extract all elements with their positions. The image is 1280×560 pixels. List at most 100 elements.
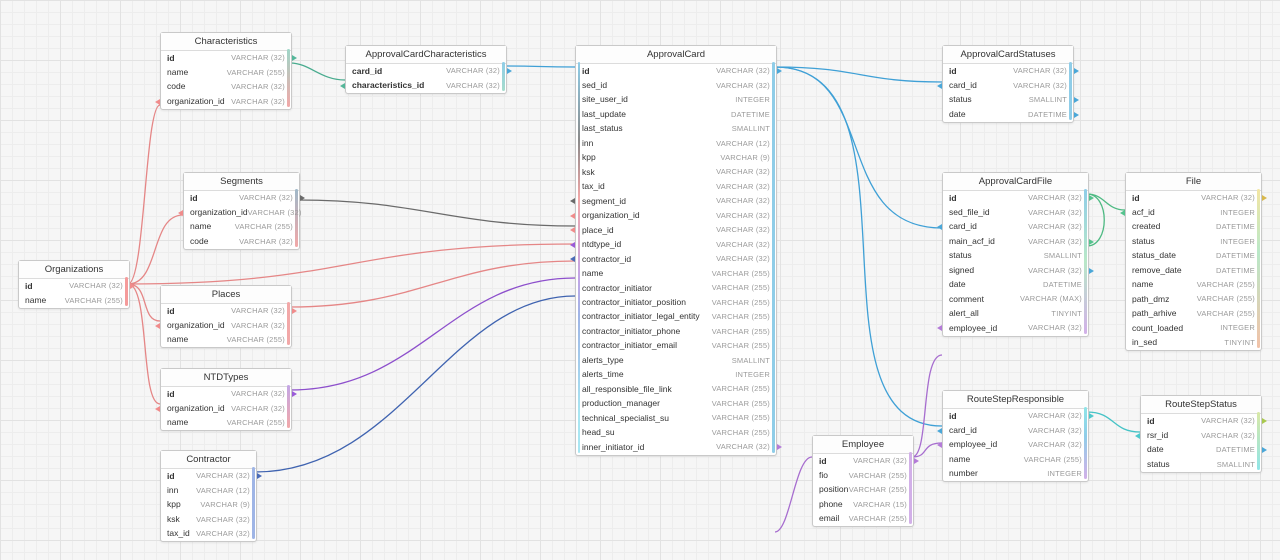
- entity-approvalCard[interactable]: ApprovalCardidVARCHAR (32)sed_idVARCHAR …: [575, 45, 777, 456]
- column-row[interactable]: last_statusSMALLINT: [576, 122, 776, 136]
- column-row[interactable]: path_arhiveVARCHAR (255): [1126, 307, 1261, 321]
- column-row[interactable]: status_dateDATETIME: [1126, 249, 1261, 263]
- entity-rss[interactable]: RouteStepStatusidVARCHAR (32)rsr_idVARCH…: [1140, 395, 1262, 473]
- entity-organizations[interactable]: OrganizationsidVARCHAR (32)nameVARCHAR (…: [18, 260, 130, 309]
- column-row[interactable]: idVARCHAR (32): [1141, 414, 1261, 428]
- column-row[interactable]: idVARCHAR (32): [161, 387, 291, 401]
- column-row[interactable]: sed_idVARCHAR (32): [576, 78, 776, 92]
- column-row[interactable]: idVARCHAR (32): [161, 51, 291, 65]
- column-row[interactable]: contractor_initiatorVARCHAR (255): [576, 281, 776, 295]
- column-row[interactable]: nameVARCHAR (255): [576, 267, 776, 281]
- column-row[interactable]: statusINTEGER: [1126, 234, 1261, 248]
- column-row[interactable]: acf_idINTEGER: [1126, 205, 1261, 219]
- column-row[interactable]: rsr_idVARCHAR (32): [1141, 428, 1261, 442]
- column-row[interactable]: ntdtype_idVARCHAR (32): [576, 238, 776, 252]
- column-row[interactable]: in_sedTINYINT: [1126, 336, 1261, 350]
- entity-file[interactable]: FileidVARCHAR (32)acf_idINTEGERcreatedDA…: [1125, 172, 1262, 351]
- column-row[interactable]: card_idVARCHAR (32): [943, 423, 1088, 437]
- column-row[interactable]: contractor_initiator_positionVARCHAR (25…: [576, 296, 776, 310]
- column-row[interactable]: idVARCHAR (32): [1126, 191, 1261, 205]
- column-row[interactable]: place_idVARCHAR (32): [576, 223, 776, 237]
- entity-contractor[interactable]: ContractoridVARCHAR (32)innVARCHAR (12)k…: [160, 450, 257, 542]
- column-row[interactable]: organization_idVARCHAR (32): [161, 94, 291, 108]
- column-row[interactable]: organization_idVARCHAR (32): [576, 209, 776, 223]
- column-row[interactable]: idVARCHAR (32): [943, 64, 1073, 78]
- column-row[interactable]: main_acf_idVARCHAR (32): [943, 234, 1088, 248]
- column-row[interactable]: alerts_typeSMALLINT: [576, 353, 776, 367]
- column-row[interactable]: employee_idVARCHAR (32): [943, 438, 1088, 452]
- column-row[interactable]: numberINTEGER: [943, 467, 1088, 481]
- column-row[interactable]: createdDATETIME: [1126, 220, 1261, 234]
- column-row[interactable]: signedVARCHAR (32): [943, 263, 1088, 277]
- column-row[interactable]: contractor_idVARCHAR (32): [576, 252, 776, 266]
- column-row[interactable]: kskVARCHAR (32): [576, 165, 776, 179]
- column-row[interactable]: codeVARCHAR (32): [161, 80, 291, 94]
- column-row[interactable]: characteristics_idVARCHAR (32): [346, 78, 506, 92]
- column-row[interactable]: organization_idVARCHAR (32): [161, 318, 291, 332]
- column-row[interactable]: statusSMALLINT: [1141, 457, 1261, 471]
- entity-rsr[interactable]: RouteStepResponsibleidVARCHAR (32)card_i…: [942, 390, 1089, 482]
- entity-ntdtypes[interactable]: NTDTypesidVARCHAR (32)organization_idVAR…: [160, 368, 292, 431]
- column-row[interactable]: contractor_initiator_legal_entityVARCHAR…: [576, 310, 776, 324]
- column-row[interactable]: dateDATETIME: [1141, 443, 1261, 457]
- column-row[interactable]: codeVARCHAR (32): [184, 234, 299, 248]
- entity-places[interactable]: PlacesidVARCHAR (32)organization_idVARCH…: [160, 285, 292, 348]
- column-row[interactable]: head_suVARCHAR (255): [576, 426, 776, 440]
- column-row[interactable]: idVARCHAR (32): [161, 304, 291, 318]
- entity-accChar[interactable]: ApprovalCardCharacteristicscard_idVARCHA…: [345, 45, 507, 94]
- column-row[interactable]: positionVARCHAR (255): [813, 483, 913, 497]
- entity-employee[interactable]: EmployeeidVARCHAR (32)fioVARCHAR (255)po…: [812, 435, 914, 527]
- column-row[interactable]: contractor_initiator_phoneVARCHAR (255): [576, 324, 776, 338]
- column-row[interactable]: nameVARCHAR (255): [943, 452, 1088, 466]
- er-diagram-canvas[interactable]: { "diagram": { "type": "entity-relations…: [0, 0, 1280, 560]
- column-row[interactable]: organization_idVARCHAR (32): [161, 401, 291, 415]
- column-row[interactable]: card_idVARCHAR (32): [943, 220, 1088, 234]
- column-row[interactable]: idVARCHAR (32): [813, 454, 913, 468]
- column-row[interactable]: card_idVARCHAR (32): [346, 64, 506, 78]
- column-row[interactable]: idVARCHAR (32): [161, 469, 256, 483]
- column-row[interactable]: remove_dateDATETIME: [1126, 263, 1261, 277]
- column-row[interactable]: nameVARCHAR (255): [161, 416, 291, 430]
- column-row[interactable]: count_loadedINTEGER: [1126, 321, 1261, 335]
- entity-acStatuses[interactable]: ApprovalCardStatusesidVARCHAR (32)card_i…: [942, 45, 1074, 123]
- column-row[interactable]: commentVARCHAR (MAX): [943, 292, 1088, 306]
- column-row[interactable]: nameVARCHAR (255): [184, 220, 299, 234]
- column-row[interactable]: path_dmzVARCHAR (255): [1126, 292, 1261, 306]
- column-row[interactable]: phoneVARCHAR (15): [813, 497, 913, 511]
- column-row[interactable]: organization_idVARCHAR (32): [184, 205, 299, 219]
- entity-acFile[interactable]: ApprovalCardFileidVARCHAR (32)sed_file_i…: [942, 172, 1089, 337]
- column-row[interactable]: employee_idVARCHAR (32): [943, 321, 1088, 335]
- column-row[interactable]: kppVARCHAR (9): [161, 498, 256, 512]
- column-row[interactable]: nameVARCHAR (255): [161, 333, 291, 347]
- column-row[interactable]: dateDATETIME: [943, 107, 1073, 121]
- column-row[interactable]: site_user_idINTEGER: [576, 93, 776, 107]
- column-row[interactable]: contractor_initiator_emailVARCHAR (255): [576, 339, 776, 353]
- entity-characteristics[interactable]: CharacteristicsidVARCHAR (32)nameVARCHAR…: [160, 32, 292, 110]
- column-row[interactable]: idVARCHAR (32): [576, 64, 776, 78]
- column-row[interactable]: statusSMALLINT: [943, 249, 1088, 263]
- column-row[interactable]: nameVARCHAR (255): [19, 293, 129, 307]
- column-row[interactable]: alerts_timeINTEGER: [576, 368, 776, 382]
- entity-segments[interactable]: SegmentsidVARCHAR (32)organization_idVAR…: [183, 172, 300, 250]
- column-row[interactable]: tax_idVARCHAR (32): [576, 180, 776, 194]
- column-row[interactable]: card_idVARCHAR (32): [943, 78, 1073, 92]
- column-row[interactable]: idVARCHAR (32): [184, 191, 299, 205]
- column-row[interactable]: emailVARCHAR (255): [813, 512, 913, 526]
- column-row[interactable]: idVARCHAR (32): [943, 191, 1088, 205]
- column-row[interactable]: kskVARCHAR (32): [161, 512, 256, 526]
- column-row[interactable]: segment_idVARCHAR (32): [576, 194, 776, 208]
- column-row[interactable]: inner_initiator_idVARCHAR (32): [576, 440, 776, 454]
- column-row[interactable]: dateDATETIME: [943, 278, 1088, 292]
- column-row[interactable]: idVARCHAR (32): [19, 279, 129, 293]
- column-row[interactable]: sed_file_idVARCHAR (32): [943, 205, 1088, 219]
- column-row[interactable]: all_responsible_file_linkVARCHAR (255): [576, 382, 776, 396]
- column-row[interactable]: nameVARCHAR (255): [161, 65, 291, 79]
- column-row[interactable]: fioVARCHAR (255): [813, 468, 913, 482]
- column-row[interactable]: technical_specialist_suVARCHAR (255): [576, 411, 776, 425]
- column-row[interactable]: innVARCHAR (12): [576, 136, 776, 150]
- column-row[interactable]: statusSMALLINT: [943, 93, 1073, 107]
- column-row[interactable]: tax_idVARCHAR (32): [161, 527, 256, 541]
- column-row[interactable]: nameVARCHAR (255): [1126, 278, 1261, 292]
- column-row[interactable]: innVARCHAR (12): [161, 483, 256, 497]
- column-row[interactable]: last_updateDATETIME: [576, 107, 776, 121]
